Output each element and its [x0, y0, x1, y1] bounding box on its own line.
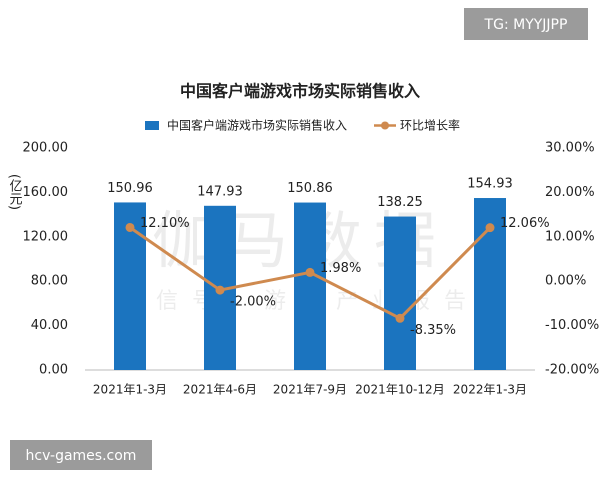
bar: [294, 202, 326, 370]
y-tick-label: 160.00: [23, 185, 69, 200]
x-tick-label: 2021年4-6月: [183, 383, 257, 397]
y2-tick-label: 30.00%: [545, 141, 595, 156]
site-badge: [10, 440, 152, 470]
line-point: [395, 313, 405, 323]
badge: [464, 8, 588, 40]
legend-label: 中国客户端游戏市场实际销售收入: [167, 118, 347, 133]
y-axis-label: (亿元): [7, 174, 23, 210]
y2-tick-label: 10.00%: [545, 229, 595, 244]
value-label: 12.10%: [140, 216, 190, 231]
line-point: [215, 285, 225, 295]
legend-swatch: [145, 121, 159, 130]
bar: [384, 216, 416, 370]
x-tick-label: 2022年1-3月: [453, 383, 527, 397]
value-label: 12.06%: [500, 216, 550, 231]
line-point: [485, 223, 495, 233]
legend-swatch: [381, 121, 389, 130]
value-label: 150.86: [287, 181, 333, 196]
y2-tick-label: -20.00%: [545, 363, 599, 378]
y-tick-label: 40.00: [31, 318, 68, 333]
value-label: 154.93: [467, 177, 513, 192]
chart-title: 中国客户端游戏市场实际销售收入: [180, 82, 420, 101]
x-tick-label: 2021年10-12月: [355, 383, 444, 397]
x-tick-label: 2021年7-9月: [273, 383, 347, 397]
y-tick-label: 120.00: [23, 229, 69, 244]
y2-tick-label: 0.00%: [545, 274, 586, 289]
value-label: 147.93: [197, 184, 243, 199]
y2-tick-label: 20.00%: [545, 185, 595, 200]
badge-text: TG: MYYJJPP: [484, 17, 568, 33]
y2-tick-label: -10.00%: [545, 318, 599, 333]
value-label: 138.25: [377, 195, 423, 210]
line-point: [125, 222, 135, 232]
x-tick-label: 2021年1-3月: [93, 383, 167, 397]
value-label: -8.35%: [410, 323, 456, 338]
legend-label: 环比增长率: [400, 118, 460, 133]
value-label: 1.98%: [320, 261, 361, 276]
y-tick-label: 80.00: [31, 274, 68, 289]
value-label: -2.00%: [230, 295, 276, 310]
y-tick-label: 0.00: [39, 363, 68, 378]
value-label: 150.96: [107, 181, 153, 196]
site-text: hcv-games.com: [26, 448, 137, 464]
y-tick-label: 200.00: [23, 141, 69, 156]
line-point: [305, 267, 315, 277]
